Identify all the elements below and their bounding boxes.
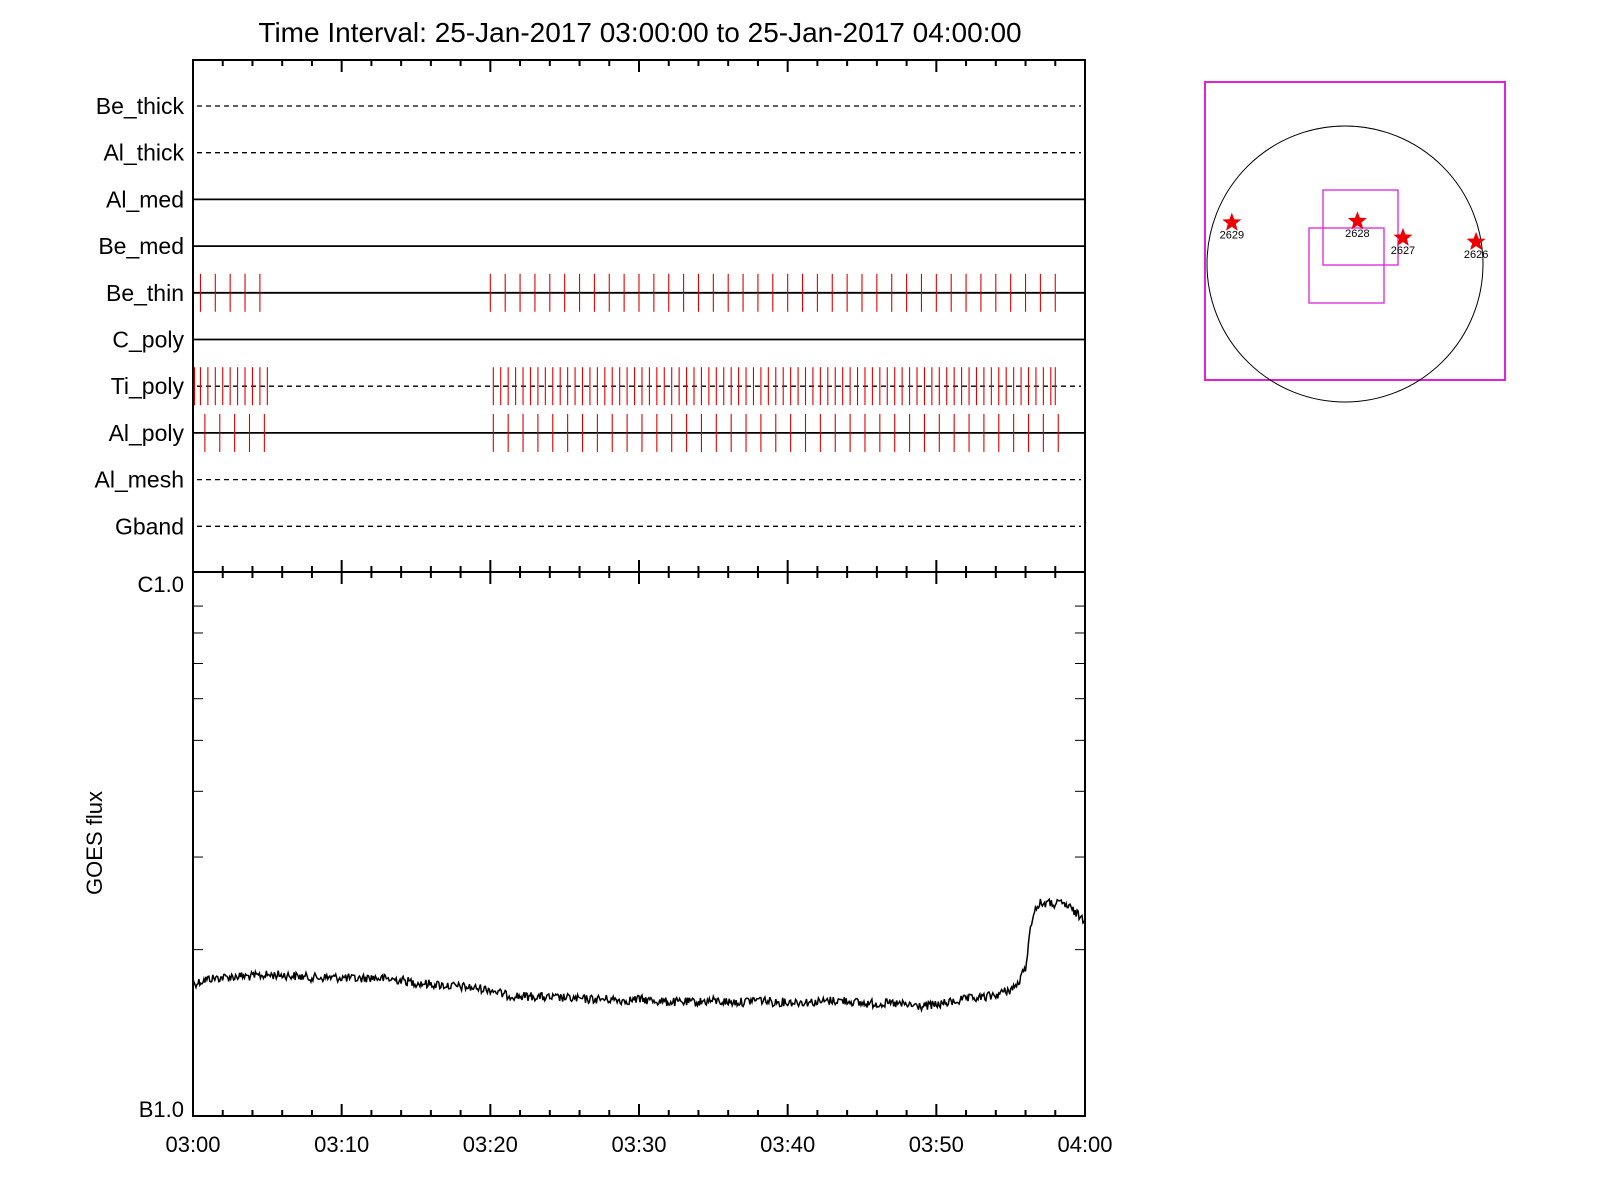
x-tick-label: 03:20 — [463, 1132, 518, 1157]
channel-label: Be_med — [98, 233, 184, 259]
timeline-ticks — [192, 60, 1086, 584]
channel-label: Al_poly — [109, 420, 185, 446]
star-marker-icon — [1347, 211, 1367, 230]
channel-row-be_thin: Be_thin — [106, 273, 1085, 312]
x-tick-label: 04:00 — [1057, 1132, 1112, 1157]
channel-label: Gband — [115, 513, 184, 539]
goes-flux-curve — [192, 897, 1086, 1013]
x-tick-labels: 03:00 03:10 03:20 03:30 03:40 03:50 04:00 — [165, 1132, 1112, 1157]
channel-label: Al_med — [106, 186, 184, 212]
x-tick-label: 03:40 — [760, 1132, 815, 1157]
chart-title: Time Interval: 25-Jan-2017 03:00:00 to 2… — [258, 17, 1021, 48]
active-region-label: 2626 — [1464, 249, 1488, 261]
active-region-label: 2629 — [1220, 230, 1244, 242]
channel-label: Ti_poly — [111, 373, 185, 399]
timeline-rows: Be_thick Al_thick Al_med Be_med Be_thin C_pol… — [95, 93, 1085, 539]
channel-label: Be_thin — [106, 280, 184, 306]
channel-row-al_med: Al_med — [106, 186, 1085, 212]
x-tick-label: 03:50 — [909, 1132, 964, 1157]
active-regions: 2629 2628 2627 2626 — [1220, 211, 1488, 261]
y-tick-label-top: C1.0 — [138, 572, 184, 597]
active-region-2629: 2629 — [1220, 212, 1244, 242]
x-tick-label: 03:10 — [314, 1132, 369, 1157]
fov-box-2 — [1308, 227, 1385, 304]
y-axis-label: GOES flux — [82, 791, 107, 895]
goes-frame — [192, 571, 1086, 1117]
channel-label: Be_thick — [96, 93, 185, 119]
solar-map: 2629 2628 2627 2626 — [1204, 81, 1506, 403]
channel-label: Al_mesh — [95, 467, 184, 493]
y-tick-label-bottom: B1.0 — [139, 1097, 184, 1122]
timeline-frame — [192, 59, 1086, 573]
channel-row-al_mesh: Al_mesh — [95, 467, 1081, 493]
active-region-label: 2627 — [1391, 245, 1415, 257]
x-tick-label: 03:00 — [165, 1132, 220, 1157]
timeline-panel: Be_thick Al_thick Al_med Be_med Be_thin C_pol… — [95, 59, 1086, 584]
star-marker-icon — [1466, 231, 1486, 250]
map-frame — [1204, 81, 1506, 381]
goes-ticks — [192, 605, 1086, 1116]
active-region-2626: 2626 — [1464, 231, 1488, 261]
channel-label: Al_thick — [103, 140, 184, 166]
star-marker-icon — [1222, 212, 1242, 231]
solar-disk — [1206, 125, 1484, 403]
channel-row-c_poly: C_poly — [112, 327, 1085, 353]
goes-panel: C1.0 B1.0 GOES flux 03:00 03:10 03:20 03:30… — [82, 571, 1113, 1157]
channel-row-al_poly: Al_poly — [109, 413, 1085, 452]
channel-row-ti_poly: Ti_poly — [111, 367, 1081, 406]
channel-row-al_thick: Al_thick — [103, 140, 1081, 166]
active-region-2627: 2627 — [1391, 227, 1415, 257]
active-region-2628: 2628 — [1345, 211, 1370, 240]
x-tick-label: 03:30 — [611, 1132, 666, 1157]
active-region-label: 2628 — [1345, 228, 1369, 240]
channel-row-gband: Gband — [115, 513, 1081, 539]
channel-label: C_poly — [112, 327, 184, 353]
channel-row-be_med: Be_med — [98, 233, 1085, 259]
channel-row-be_thick: Be_thick — [96, 93, 1081, 119]
star-marker-icon — [1393, 227, 1413, 246]
